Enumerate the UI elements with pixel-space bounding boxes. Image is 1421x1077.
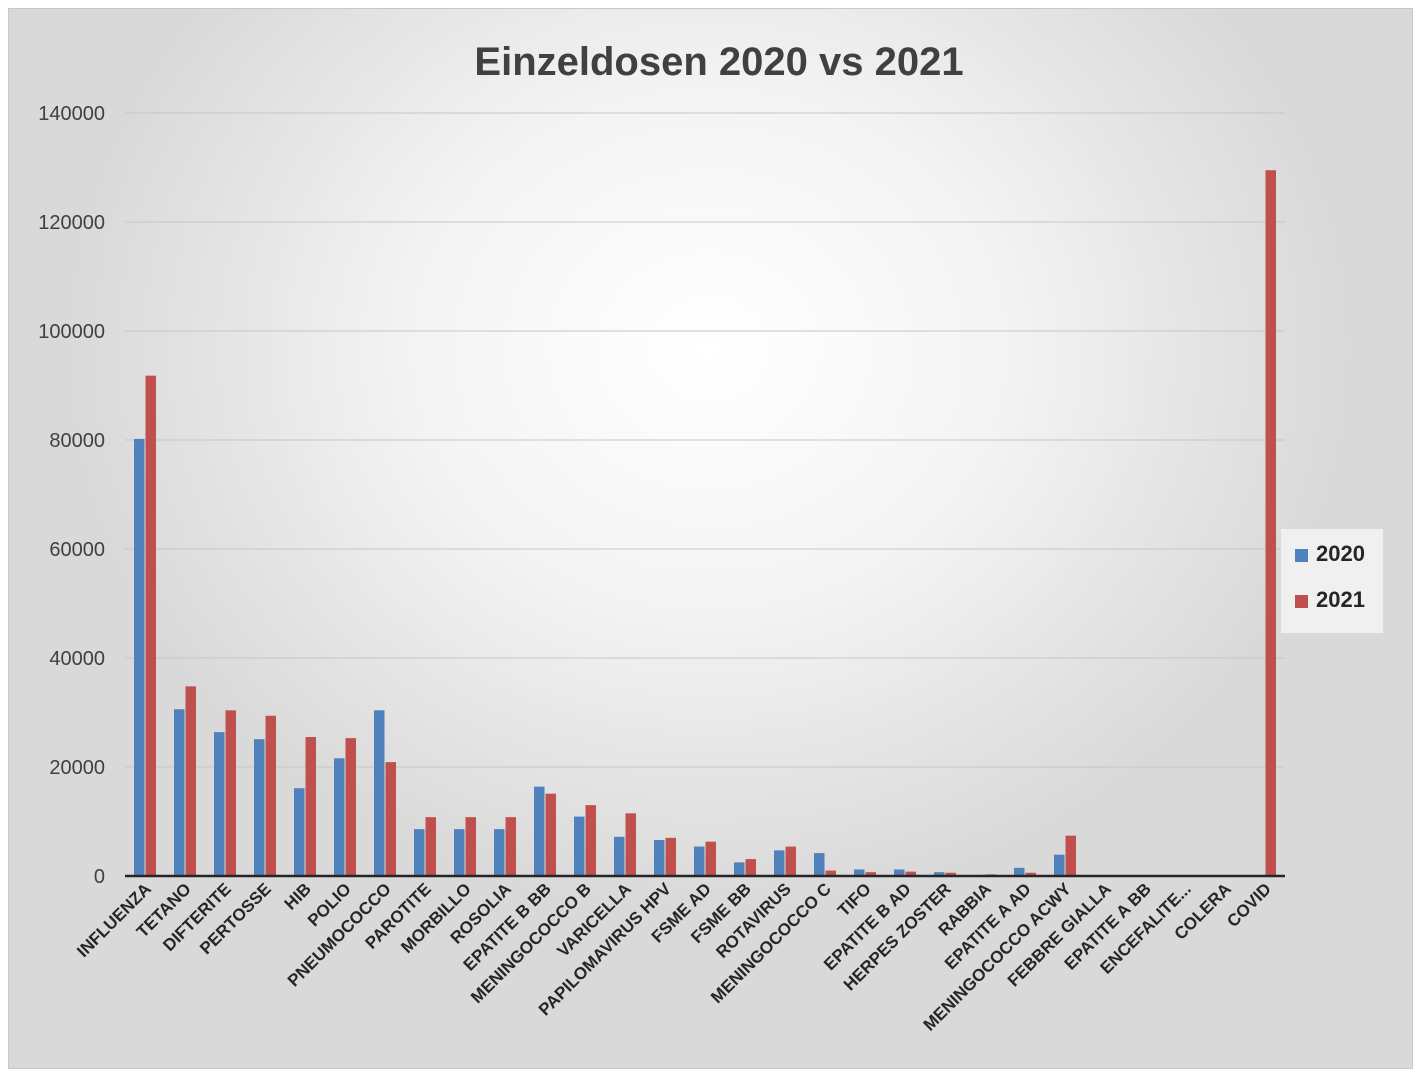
legend-label-2020: 2020 bbox=[1316, 541, 1365, 566]
legend-swatch-2021 bbox=[1295, 595, 1308, 608]
bar-2020-varicella bbox=[614, 836, 625, 876]
bar-2020-pertosse bbox=[254, 739, 265, 876]
legend-swatch-2020 bbox=[1295, 549, 1308, 562]
bar-2020-epatite-a-ad bbox=[1014, 867, 1025, 876]
bar-2021-influenza bbox=[145, 375, 156, 876]
bar-2021-pertosse bbox=[265, 715, 276, 876]
gridlines bbox=[125, 112, 1285, 768]
legend-label-2021: 2021 bbox=[1316, 587, 1365, 612]
y-tick-label: 60000 bbox=[49, 539, 105, 561]
bar-2021-tifo bbox=[865, 872, 876, 876]
bar-2020-rotavirus bbox=[774, 850, 785, 876]
bar-2020-meningococco-acwy bbox=[1054, 854, 1065, 876]
bar-2020-tetano bbox=[174, 709, 185, 876]
bar-2021-tetano bbox=[185, 686, 196, 876]
bar-2020-parotite bbox=[414, 829, 425, 876]
bar-2020-rosolia bbox=[494, 829, 505, 876]
legend-box bbox=[1281, 529, 1383, 633]
y-tick-label: 0 bbox=[94, 866, 105, 888]
bar-2021-morbillo bbox=[465, 817, 476, 876]
bar-2021-papilomavirus-hpv bbox=[665, 837, 676, 876]
bar-2021-varicella bbox=[625, 813, 636, 876]
bar-2020-difterite bbox=[214, 732, 225, 876]
bar-2021-polio bbox=[345, 738, 356, 876]
y-tick-label: 20000 bbox=[49, 757, 105, 779]
bar-2020-fsme-ad bbox=[694, 846, 705, 876]
bar-2021-meningococco-b bbox=[585, 805, 596, 876]
bar-2021-rosolia bbox=[505, 817, 516, 876]
bar-2021-epatite-b-ad bbox=[905, 871, 916, 876]
bar-2020-polio bbox=[334, 758, 345, 876]
bar-2020-fsme-bb bbox=[734, 862, 745, 877]
bar-2020-papilomavirus-hpv bbox=[654, 840, 665, 876]
chart-area: Einzeldosen 2020 vs 2021 0 20000 40000 6000… bbox=[8, 8, 1413, 1069]
bar-2021-parotite bbox=[425, 817, 436, 876]
bar-2021-epatite-a-ad bbox=[1025, 872, 1036, 876]
bar-2021-rotavirus bbox=[785, 846, 796, 876]
bar-2021-fsme-bb bbox=[745, 859, 756, 876]
bar-2020-epatite-b-bb bbox=[534, 786, 545, 876]
bar-2021-meningococco-c bbox=[825, 870, 836, 876]
bar-2021-difterite bbox=[225, 710, 236, 876]
y-axis-tick-labels: 0 20000 40000 60000 80000 100000 120000 140000 bbox=[38, 103, 105, 888]
y-tick-label: 120000 bbox=[38, 212, 105, 234]
chart-title: Einzeldosen 2020 vs 2021 bbox=[474, 40, 963, 84]
bar-2020-epatite-b-ad bbox=[894, 869, 905, 876]
x-tick-label: HIB bbox=[281, 879, 315, 913]
bar-2021-fsme-ad bbox=[705, 841, 716, 876]
x-tick-label: COVID bbox=[1223, 879, 1275, 931]
bar-2020-morbillo bbox=[454, 829, 465, 876]
bars bbox=[134, 170, 1276, 877]
bar-2020-meningococco-b bbox=[574, 816, 585, 876]
bar-2020-influenza bbox=[134, 438, 145, 876]
bar-2020-hib bbox=[294, 788, 305, 876]
y-tick-label: 40000 bbox=[49, 648, 105, 670]
y-tick-label: 80000 bbox=[49, 430, 105, 452]
bar-2020-meningococco-c bbox=[814, 853, 825, 876]
bar-2021-pneumococco bbox=[385, 762, 396, 876]
bar-2021-covid bbox=[1265, 170, 1276, 877]
bar-chart: Einzeldosen 2020 vs 2021 0 20000 40000 6000… bbox=[38, 40, 1383, 1035]
y-tick-label: 100000 bbox=[38, 321, 105, 343]
bar-2021-hib bbox=[305, 737, 316, 876]
bar-2021-herpes-zoster bbox=[945, 872, 956, 876]
bar-2021-meningococco-acwy bbox=[1065, 835, 1076, 876]
bar-2021-epatite-b-bb bbox=[545, 793, 556, 876]
y-tick-label: 140000 bbox=[38, 103, 105, 125]
legend: 2020 2021 bbox=[1281, 529, 1383, 633]
bar-2020-pneumococco bbox=[374, 710, 385, 876]
bar-2020-tifo bbox=[854, 869, 865, 876]
bar-2020-herpes-zoster bbox=[934, 872, 945, 876]
